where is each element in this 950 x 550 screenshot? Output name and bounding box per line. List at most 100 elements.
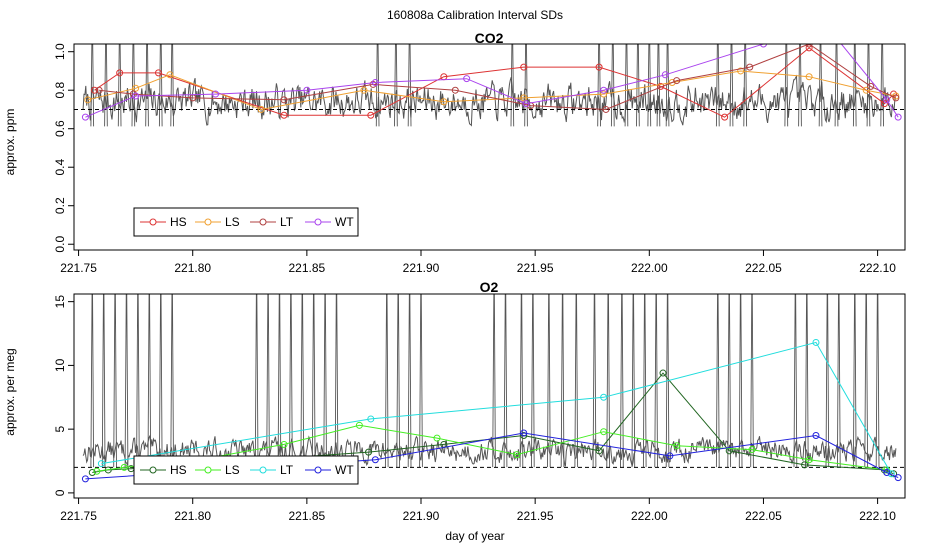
- co2-raw-spike: [636, 44, 640, 127]
- o2-raw-spike: [631, 294, 636, 468]
- o2-raw-spike: [124, 294, 129, 468]
- co2-raw-spike: [158, 44, 163, 127]
- o2-raw-spike: [170, 294, 174, 468]
- o2-raw-spike: [503, 294, 508, 468]
- o2-y-tick-label: 0: [53, 489, 67, 496]
- co2-raw-spike: [818, 44, 823, 127]
- o2-raw-spike: [738, 294, 743, 468]
- o2-raw-spike: [727, 294, 732, 468]
- co2-raw-spike: [880, 44, 884, 127]
- co2-series-hs-point: [367, 111, 375, 119]
- o2-raw-spike: [334, 294, 339, 468]
- co2-raw-spike: [524, 44, 528, 127]
- o2-raw-spike: [642, 294, 647, 468]
- o2-series-ls-point: [120, 463, 128, 471]
- o2-x-tick-label: 222.00: [631, 509, 668, 523]
- co2-raw-spike: [729, 44, 734, 127]
- co2-series-lt-point: [95, 86, 103, 94]
- o2-series-hs-point: [595, 447, 603, 455]
- co2-series-ls-point: [132, 84, 140, 92]
- o2-raw-spike: [620, 294, 624, 468]
- o2-series-lt-line: [101, 341, 892, 475]
- o2-x-tick-label: 222.10: [859, 509, 896, 523]
- o2-legend-hs-label: HS: [170, 463, 187, 477]
- co2-raw-spike: [647, 44, 652, 127]
- o2-y-tick-label: 15: [53, 295, 67, 309]
- co2-series-lt-point: [602, 105, 610, 113]
- co2-title: CO2: [475, 30, 504, 46]
- o2-raw-spike: [384, 294, 389, 468]
- o2-x-tick-label: 221.80: [174, 509, 211, 523]
- o2-x-tick-label: 221.95: [517, 509, 554, 523]
- co2-series-lt-point: [280, 96, 288, 104]
- o2-x-tick-label: 221.90: [403, 509, 440, 523]
- o2-x-tick-label: 221.85: [289, 509, 326, 523]
- co2-raw-spike: [715, 44, 720, 127]
- figure-title: 160808a Calibration Interval SDs: [387, 8, 563, 22]
- co2-legend-wt-marker: [314, 218, 322, 226]
- co2-series-hs-point: [154, 69, 162, 77]
- co2-series-ls-point: [257, 105, 265, 113]
- co2-raw-spike: [743, 44, 748, 127]
- co2-legend-ls-label: LS: [225, 215, 240, 229]
- co2-raw-spike: [104, 44, 108, 127]
- co2-series-wt-point: [522, 100, 530, 108]
- co2-ylabel: approx. ppm: [3, 109, 17, 176]
- o2-raw-spike: [654, 294, 658, 468]
- o2-series-ls-point: [280, 440, 288, 448]
- o2-raw-spike: [875, 294, 880, 468]
- o2-plot-frame: [73, 293, 906, 499]
- co2-raw-spike: [665, 44, 670, 127]
- o2-series-ls-point: [355, 421, 363, 429]
- co2-raw-spike: [117, 44, 122, 127]
- o2-x-tick-label: 221.75: [60, 509, 97, 523]
- co2-plot-area: [74, 44, 905, 127]
- o2-series-hs-point: [659, 369, 667, 377]
- co2-raw-spike: [852, 44, 857, 127]
- o2-raw-spike: [750, 294, 754, 468]
- o2-raw-spike: [852, 294, 857, 468]
- co2-series-wt-point: [212, 90, 220, 98]
- o2-raw-spike: [277, 294, 282, 468]
- co2-raw-spike: [407, 44, 412, 127]
- co2-series-hs-point: [91, 86, 99, 94]
- co2-y-tick-label: 0.0: [53, 236, 67, 253]
- co2-series-ls-point: [862, 86, 870, 94]
- co2-series-ls-point: [166, 71, 174, 79]
- co2-x-tick-label: 222.10: [859, 261, 896, 275]
- co2-x-tick-label: 222.00: [631, 261, 668, 275]
- o2-legend-lt-marker: [259, 466, 267, 474]
- co2-panel: CO2 approx. ppm 221.75 221.80 221.85 221.90…: [3, 30, 906, 275]
- co2-raw-spike: [656, 44, 661, 127]
- o2-series-wt-point: [371, 456, 379, 464]
- co2-series-lt-point: [746, 63, 754, 71]
- o2-series-wt-point: [666, 452, 674, 460]
- o2-legend-wt-marker: [314, 466, 322, 474]
- o2-series-wt-point: [894, 474, 902, 482]
- co2-raw-spike: [145, 44, 149, 127]
- co2-raw-spike: [798, 44, 802, 127]
- o2-raw-spike: [574, 294, 579, 468]
- o2-series-lt-point: [600, 393, 608, 401]
- o2-raw-spike: [805, 294, 809, 468]
- o2-ylabel: approx. per meg: [3, 348, 17, 435]
- o2-series-ls-point: [748, 446, 756, 454]
- co2-raw-spike: [597, 44, 601, 127]
- o2-panel: O2 approx. per meg 221.75 221.80 221.85 221…: [3, 279, 906, 523]
- o2-raw-spike: [419, 294, 423, 468]
- o2-series-wt-point: [520, 429, 528, 437]
- o2-raw-spike: [531, 294, 535, 468]
- o2-raw-spike: [289, 294, 293, 468]
- co2-series-ls-point: [84, 96, 92, 104]
- co2-series-hs-point: [595, 63, 603, 71]
- o2-series-hs-point: [365, 448, 373, 456]
- o2-series-lt-point: [367, 415, 375, 423]
- co2-series-lt-point: [867, 82, 875, 90]
- co2-series-hs-line: [94, 47, 894, 118]
- co2-series-hs-point: [880, 100, 888, 108]
- o2-raw-spike: [147, 294, 152, 468]
- co2-series-ls-point: [520, 94, 528, 102]
- co2-y-tick-label: 0.4: [53, 159, 67, 176]
- o2-raw-spike: [560, 294, 565, 468]
- o2-series-hs-point: [88, 469, 96, 476]
